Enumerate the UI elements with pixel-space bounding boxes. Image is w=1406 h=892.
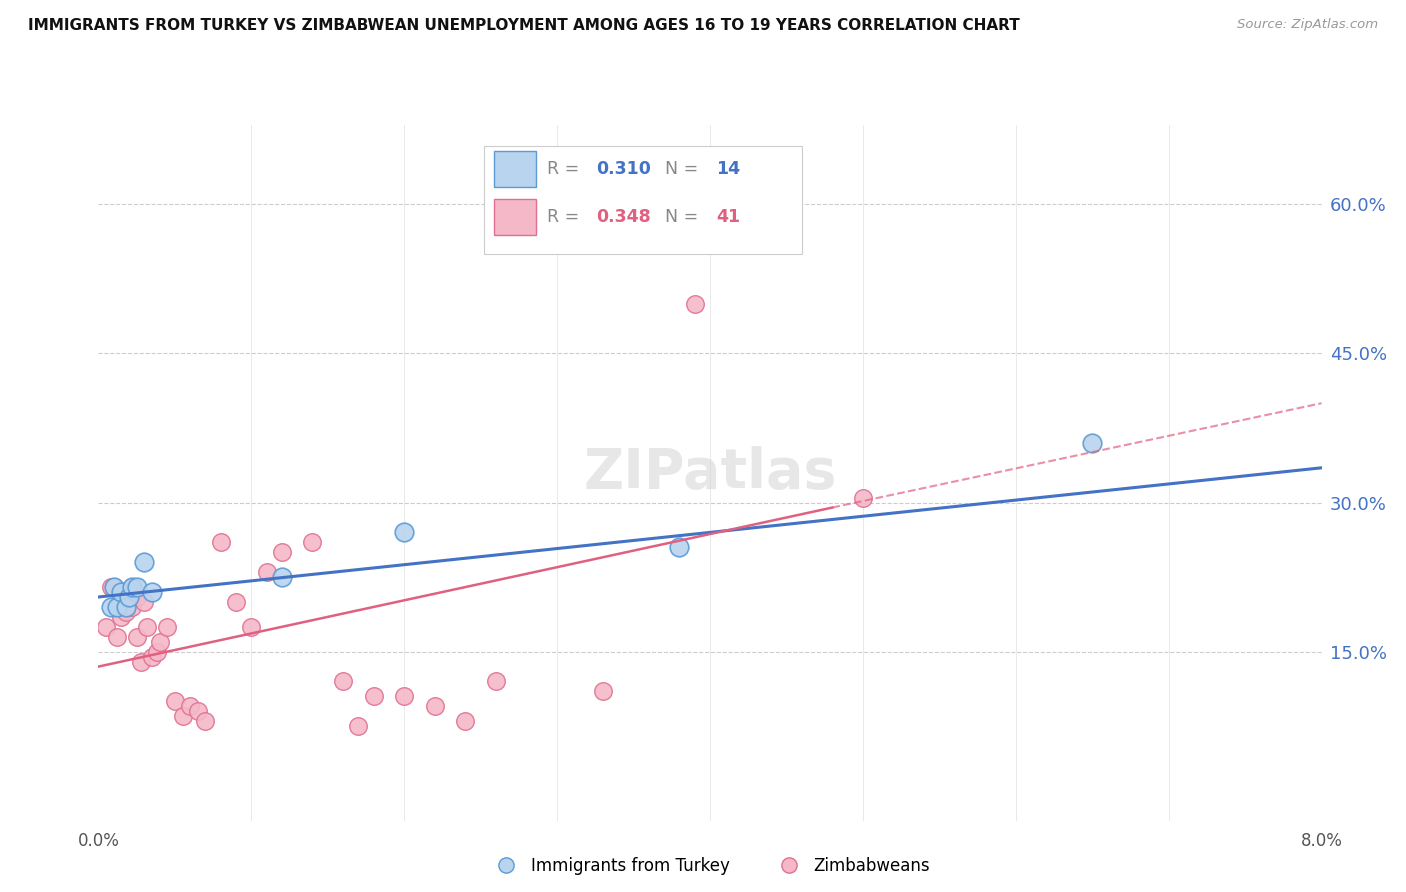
Point	[115, 599, 138, 614]
Point	[100, 580, 122, 594]
Point	[141, 649, 163, 664]
Text: 41: 41	[716, 208, 741, 226]
Text: N =: N =	[665, 161, 703, 178]
Point	[118, 585, 141, 599]
Point	[134, 595, 156, 609]
Text: 0.348: 0.348	[596, 208, 651, 226]
Point	[105, 630, 128, 644]
Point	[209, 535, 232, 549]
Point	[125, 580, 148, 594]
Point	[103, 580, 125, 594]
Point	[187, 704, 209, 718]
Point	[134, 555, 156, 569]
Point	[270, 545, 294, 559]
Point	[270, 570, 294, 584]
Point	[301, 535, 323, 549]
Text: R =: R =	[547, 161, 585, 178]
Point	[668, 541, 690, 555]
Text: ZIPatlas: ZIPatlas	[583, 446, 837, 500]
Point	[136, 620, 159, 634]
Point	[103, 580, 125, 594]
Point	[149, 634, 172, 648]
Point	[100, 599, 122, 614]
Text: N =: N =	[665, 208, 703, 226]
Legend: Immigrants from Turkey, Zimbabweans: Immigrants from Turkey, Zimbabweans	[484, 851, 936, 882]
Text: R =: R =	[547, 208, 585, 226]
Point	[121, 599, 143, 614]
Point	[392, 525, 416, 540]
Point	[363, 690, 385, 704]
Point	[172, 709, 194, 723]
Text: 14: 14	[716, 161, 741, 178]
Point	[332, 674, 354, 689]
Point	[125, 590, 148, 604]
Point	[105, 599, 128, 614]
Text: Source: ZipAtlas.com: Source: ZipAtlas.com	[1237, 18, 1378, 31]
Point	[392, 690, 416, 704]
Point	[485, 674, 508, 689]
Point	[1081, 436, 1104, 450]
Point	[121, 580, 143, 594]
Point	[156, 620, 179, 634]
Point	[347, 719, 370, 733]
FancyBboxPatch shape	[484, 145, 801, 253]
Point	[423, 699, 446, 714]
Point	[129, 655, 152, 669]
Point	[194, 714, 217, 729]
Point	[179, 699, 201, 714]
Point	[256, 565, 278, 579]
Point	[163, 694, 186, 708]
Point	[115, 585, 138, 599]
Point	[852, 491, 875, 505]
Point	[141, 585, 163, 599]
Point	[110, 585, 132, 599]
Point	[454, 714, 477, 729]
FancyBboxPatch shape	[494, 152, 536, 187]
Text: 0.310: 0.310	[596, 161, 651, 178]
Text: IMMIGRANTS FROM TURKEY VS ZIMBABWEAN UNEMPLOYMENT AMONG AGES 16 TO 19 YEARS CORR: IMMIGRANTS FROM TURKEY VS ZIMBABWEAN UNE…	[28, 18, 1019, 33]
Point	[118, 590, 141, 604]
Point	[683, 297, 706, 311]
Point	[225, 595, 247, 609]
Point	[110, 585, 132, 599]
FancyBboxPatch shape	[494, 199, 536, 235]
Point	[121, 580, 143, 594]
Point	[94, 620, 117, 634]
Point	[125, 630, 148, 644]
Point	[592, 684, 614, 698]
Point	[145, 645, 167, 659]
Point	[240, 620, 263, 634]
Point	[110, 610, 132, 624]
Point	[115, 605, 138, 619]
